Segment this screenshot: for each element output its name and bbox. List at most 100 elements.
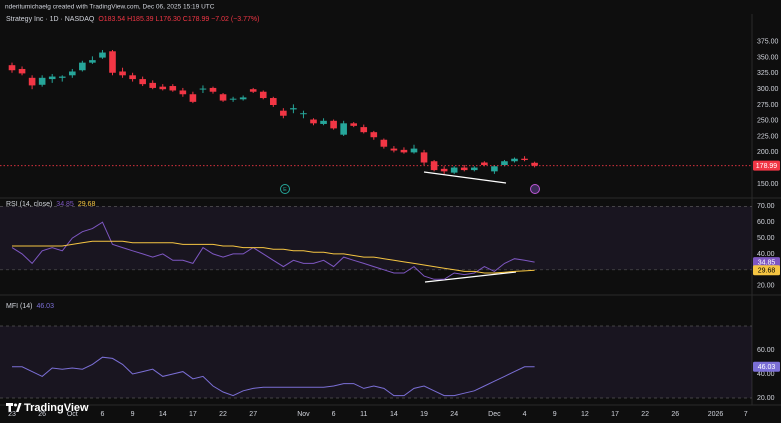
candle-body bbox=[199, 88, 207, 90]
trend-drawing bbox=[424, 271, 517, 283]
x-tick-label: 22 bbox=[641, 411, 649, 418]
trend-drawing bbox=[423, 171, 507, 184]
candle-body bbox=[69, 71, 76, 76]
x-tick-label: 9 bbox=[131, 411, 135, 418]
y-tick-label: 200.00 bbox=[757, 149, 779, 156]
candle-body bbox=[8, 65, 16, 71]
candle-body bbox=[99, 52, 106, 58]
candle-body bbox=[129, 75, 136, 80]
candle-body bbox=[300, 113, 307, 115]
candle-body bbox=[229, 98, 237, 100]
candle-body bbox=[460, 167, 468, 171]
candle-body bbox=[219, 94, 227, 101]
legend-status: O183.54 H185.39 L176.30 C178.99 −7.02 (−… bbox=[98, 16, 259, 23]
x-tick-label: 19 bbox=[420, 411, 428, 418]
candle-body bbox=[249, 89, 257, 92]
candle-body bbox=[48, 76, 56, 80]
x-tick-label: 17 bbox=[189, 411, 197, 418]
y-tick-label: 60.00 bbox=[757, 347, 775, 354]
y-tick-label: 250.00 bbox=[757, 118, 779, 125]
legend-value: 34.85 bbox=[56, 201, 74, 208]
candle-body bbox=[259, 91, 267, 99]
legend-title: RSI (14, close) bbox=[6, 201, 52, 208]
candle-body bbox=[310, 119, 317, 124]
candle-body bbox=[169, 86, 177, 91]
y-tick-label: 50.00 bbox=[757, 235, 775, 242]
candle-body bbox=[450, 167, 458, 173]
x-tick-label: Oct bbox=[67, 411, 78, 418]
candle-body bbox=[380, 139, 388, 147]
legend-title: Strategy Inc · 1D · NASDAQ bbox=[6, 16, 95, 23]
y-tick-label: 40.00 bbox=[757, 371, 775, 378]
indicator-line bbox=[12, 240, 535, 274]
y-tick-label: 40.00 bbox=[757, 251, 775, 258]
x-tick-label: Dec bbox=[488, 411, 501, 418]
candle-body bbox=[89, 60, 96, 63]
y-tick-label: 300.00 bbox=[757, 86, 779, 93]
brand: TradingView bbox=[24, 402, 89, 414]
x-tick-label: 26 bbox=[671, 411, 679, 418]
candle-body bbox=[440, 168, 448, 172]
candle-body bbox=[330, 120, 337, 129]
y-tick-label: 20.00 bbox=[757, 395, 775, 402]
candle-body bbox=[179, 90, 187, 95]
x-tick-label: 17 bbox=[611, 411, 619, 418]
x-tick-label: 2026 bbox=[708, 411, 724, 418]
x-tick-label: Nov bbox=[297, 411, 310, 418]
x-tick-label: 22 bbox=[219, 411, 227, 418]
candle-body bbox=[481, 162, 488, 166]
candle-body bbox=[149, 82, 156, 88]
candle-body bbox=[471, 167, 478, 171]
value-box-label: 29.68 bbox=[758, 268, 776, 275]
candle-body bbox=[400, 149, 408, 153]
x-tick-label: 6 bbox=[332, 411, 336, 418]
candle-body bbox=[189, 94, 197, 102]
value-box bbox=[753, 265, 780, 276]
y-tick-label: 325.00 bbox=[757, 70, 779, 77]
logo-shape bbox=[14, 403, 17, 407]
candle-body bbox=[491, 166, 498, 172]
x-tick-label: 14 bbox=[159, 411, 167, 418]
x-tick-label: 7 bbox=[744, 411, 748, 418]
y-tick-label: 70.00 bbox=[757, 203, 775, 210]
candle-body bbox=[139, 79, 146, 85]
earnings-icon[interactable] bbox=[280, 184, 290, 194]
indicator-line bbox=[11, 221, 535, 280]
indicator-line bbox=[12, 356, 535, 397]
event-icon[interactable] bbox=[530, 184, 540, 194]
legend-value: 29.68 bbox=[78, 201, 96, 208]
candle-body bbox=[511, 158, 518, 162]
candle-body bbox=[280, 110, 287, 116]
x-tick-label: 11 bbox=[360, 411, 367, 418]
candle-body bbox=[209, 87, 217, 92]
x-tick-label: 24 bbox=[450, 411, 458, 418]
logo-shape bbox=[8, 403, 11, 412]
legend-title: MFI (14) bbox=[6, 303, 32, 310]
candle-body bbox=[159, 86, 167, 90]
y-tick-label: 375.00 bbox=[757, 39, 779, 46]
candle-body bbox=[410, 148, 418, 153]
candle-body bbox=[79, 62, 86, 71]
candle-body bbox=[18, 68, 26, 74]
x-tick-label: 9 bbox=[553, 411, 557, 418]
value-box bbox=[753, 160, 780, 171]
value-box-label: 46.03 bbox=[758, 364, 776, 371]
candle-body bbox=[360, 127, 368, 133]
x-tick-label: 4 bbox=[523, 411, 527, 418]
credit: nderitumichaelg created with TradingView… bbox=[5, 4, 215, 11]
earnings-icon-letter: E bbox=[283, 187, 287, 193]
y-tick-label: 225.00 bbox=[757, 133, 779, 140]
y-tick-label: 150.00 bbox=[757, 181, 779, 188]
band-fill bbox=[0, 206, 752, 270]
x-tick-label: 14 bbox=[390, 411, 398, 418]
x-tick-label: 6 bbox=[100, 411, 104, 418]
candle-body bbox=[420, 152, 428, 163]
candle-body bbox=[340, 123, 347, 135]
y-tick-label: 20.00 bbox=[757, 282, 775, 289]
candle-body bbox=[239, 97, 247, 100]
legend-value: 46.03 bbox=[36, 303, 54, 310]
band-fill bbox=[0, 326, 752, 398]
